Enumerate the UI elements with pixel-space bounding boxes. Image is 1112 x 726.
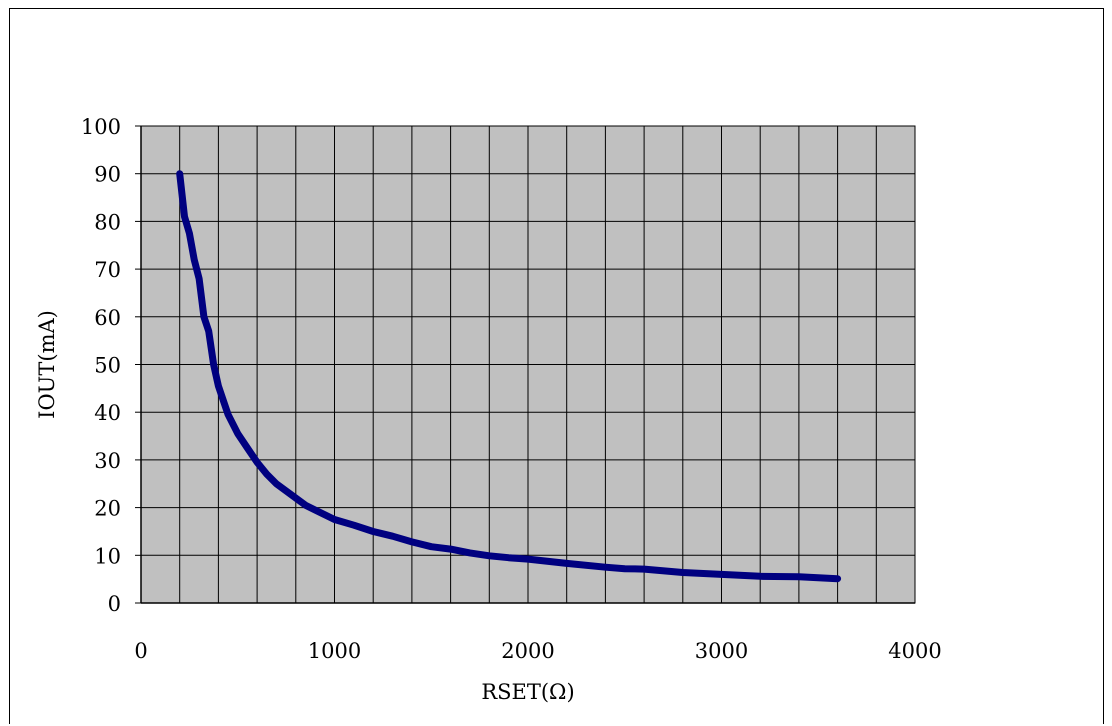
- y-tick-label: 90: [94, 163, 121, 187]
- series: [176, 170, 842, 583]
- x-tick-label: 2000: [501, 639, 554, 663]
- y-tick-label: 40: [94, 401, 121, 425]
- y-tick-label: 60: [94, 306, 121, 330]
- series-line: [176, 170, 842, 583]
- x-tick-label: 0: [134, 639, 147, 663]
- y-tick-label: 10: [94, 544, 121, 568]
- y-tick-label: 20: [94, 497, 121, 521]
- grid: [141, 126, 915, 603]
- x-tick-label: 4000: [888, 639, 941, 663]
- x-axis-title: RSET(Ω): [481, 680, 574, 704]
- chart-frame: [9, 8, 1104, 724]
- y-tick-label: 80: [94, 210, 121, 234]
- x-tick-label: 3000: [695, 639, 748, 663]
- y-tick-label: 0: [108, 592, 121, 616]
- y-tick-label: 70: [94, 258, 121, 282]
- y-tick-label: 100: [81, 115, 121, 139]
- x-tick-label: 1000: [308, 639, 361, 663]
- y-axis-title: IOUT(mA): [35, 310, 59, 419]
- axes: [135, 125, 915, 604]
- y-tick-label: 30: [94, 449, 121, 473]
- y-tick-label: 50: [94, 354, 121, 378]
